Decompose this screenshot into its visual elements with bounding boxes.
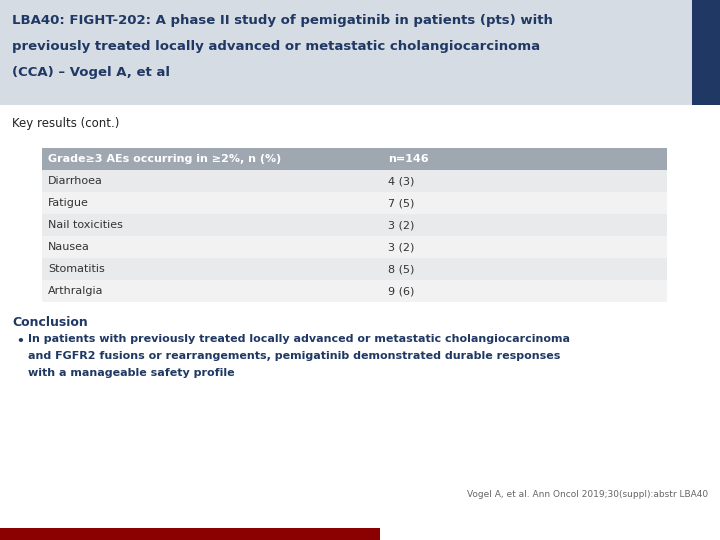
Text: 8 (5): 8 (5): [388, 264, 415, 274]
Text: 7 (5): 7 (5): [388, 198, 415, 208]
FancyBboxPatch shape: [0, 528, 380, 540]
FancyBboxPatch shape: [692, 0, 720, 105]
Text: Nausea: Nausea: [48, 242, 90, 252]
Text: n=146: n=146: [388, 154, 428, 164]
Text: In patients with previously treated locally advanced or metastatic cholangiocarc: In patients with previously treated loca…: [28, 334, 570, 344]
Text: and FGFR2 fusions or rearrangements, pemigatinib demonstrated durable responses: and FGFR2 fusions or rearrangements, pem…: [28, 351, 560, 361]
Text: with a manageable safety profile: with a manageable safety profile: [28, 368, 235, 378]
Text: 9 (6): 9 (6): [388, 286, 415, 296]
FancyBboxPatch shape: [0, 0, 720, 105]
FancyBboxPatch shape: [42, 258, 667, 280]
FancyBboxPatch shape: [42, 280, 667, 302]
Text: Diarrhoea: Diarrhoea: [48, 176, 103, 186]
FancyBboxPatch shape: [42, 214, 667, 236]
Text: LBA40: FIGHT-202: A phase II study of pemigatinib in patients (pts) with: LBA40: FIGHT-202: A phase II study of pe…: [12, 14, 553, 27]
FancyBboxPatch shape: [42, 148, 667, 170]
Text: previously treated locally advanced or metastatic cholangiocarcinoma: previously treated locally advanced or m…: [12, 40, 540, 53]
Text: 3 (2): 3 (2): [388, 242, 415, 252]
Text: (CCA) – Vogel A, et al: (CCA) – Vogel A, et al: [12, 66, 170, 79]
Text: •: •: [16, 335, 24, 348]
Text: Stomatitis: Stomatitis: [48, 264, 104, 274]
Text: Conclusion: Conclusion: [12, 316, 88, 329]
Text: Vogel A, et al. Ann Oncol 2019;30(suppl):abstr LBA40: Vogel A, et al. Ann Oncol 2019;30(suppl)…: [467, 490, 708, 499]
Text: 3 (2): 3 (2): [388, 220, 415, 230]
Text: Arthralgia: Arthralgia: [48, 286, 104, 296]
Text: Key results (cont.): Key results (cont.): [12, 117, 120, 130]
Text: 4 (3): 4 (3): [388, 176, 415, 186]
FancyBboxPatch shape: [42, 192, 667, 214]
FancyBboxPatch shape: [42, 170, 667, 192]
Text: Grade≥3 AEs occurring in ≥2%, n (%): Grade≥3 AEs occurring in ≥2%, n (%): [48, 154, 282, 164]
Text: Nail toxicities: Nail toxicities: [48, 220, 123, 230]
Text: Fatigue: Fatigue: [48, 198, 89, 208]
FancyBboxPatch shape: [42, 236, 667, 258]
